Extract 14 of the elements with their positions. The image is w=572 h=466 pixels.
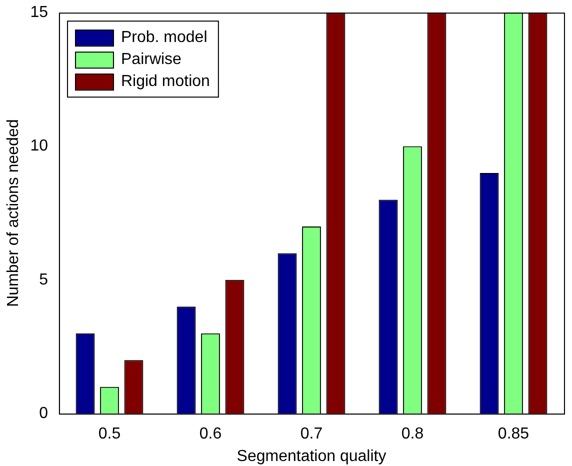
y-tick-label: 10 <box>30 138 48 155</box>
y-tick-label: 0 <box>39 405 48 422</box>
y-tick-label: 5 <box>39 271 48 288</box>
x-tick-label: 0.6 <box>199 426 222 443</box>
x-tick-label: 0.8 <box>401 426 424 443</box>
legend-label: Pairwise <box>120 51 182 68</box>
x-tick-label: 0.85 <box>498 426 530 443</box>
y-axis-title: Number of actions needed <box>5 119 22 307</box>
x-tick-label: 0.5 <box>98 426 121 443</box>
y-tick-label: 15 <box>30 4 48 22</box>
x-axis-title: Segmentation quality <box>236 448 386 465</box>
legend-label: Rigid motion <box>120 73 210 90</box>
legend-label: Prob. model <box>120 29 208 46</box>
x-tick-label: 0.7 <box>300 426 323 443</box>
